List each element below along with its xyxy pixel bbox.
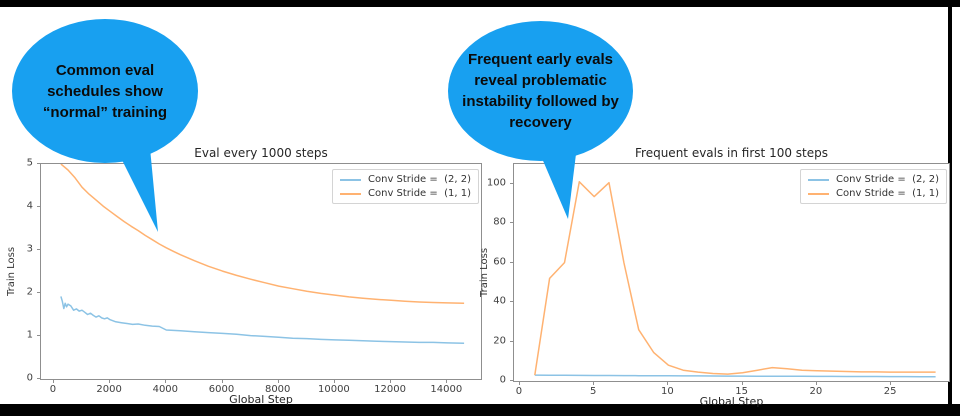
x-tick-mark: [277, 380, 279, 383]
legend-label: Conv Stride = (2, 2): [368, 174, 471, 185]
top-border-bar: [0, 0, 960, 7]
y-tick-label: 80: [493, 216, 506, 228]
y-tick-mark: [510, 340, 513, 342]
x-tick-label: 2000: [96, 384, 122, 395]
chart-eval-every-1000-steps: Eval every 1000 steps Train Loss Global …: [7, 146, 482, 406]
y-tick-label: 60: [493, 256, 506, 268]
y-tick-mark: [510, 380, 513, 381]
x-tick-label: 8000: [264, 384, 291, 395]
y-tick-mark: [37, 206, 40, 207]
legend-item: Conv Stride = (2, 2): [808, 174, 939, 185]
y-tick-label: 1: [26, 329, 33, 341]
y-tick-label: 100: [486, 177, 506, 189]
x-tick-label: 6000: [208, 384, 235, 395]
x-tick-mark: [165, 380, 167, 383]
x-axis-label: Global Step: [699, 395, 764, 408]
x-tick-label: 12000: [374, 384, 406, 395]
y-tick-label: 5: [26, 157, 33, 169]
x-tick-label: 0: [515, 386, 523, 397]
y-tick-label: 0: [499, 374, 506, 386]
x-tick-label: 15: [735, 386, 748, 397]
x-tick-mark: [390, 380, 392, 383]
legend: Conv Stride = (2, 2) Conv Stride = (1, 1…: [332, 169, 479, 204]
y-tick-label: 3: [26, 243, 33, 255]
y-tick-mark: [37, 378, 40, 379]
y-tick-label: 20: [493, 335, 506, 347]
y-tick-mark: [37, 163, 40, 164]
y-tick-mark: [37, 335, 40, 336]
y-tick-mark: [510, 301, 513, 303]
series-line-0: [534, 374, 936, 378]
y-tick-mark: [37, 249, 40, 250]
series-line-1: [534, 181, 936, 376]
bubble-text-line: “normal” training: [42, 103, 168, 121]
bottom-border-bar: [0, 404, 960, 416]
plot-canvas: [534, 181, 936, 378]
legend-line-swatch-orange: [808, 192, 829, 195]
x-tick-mark: [109, 380, 111, 383]
x-tick-mark: [890, 382, 892, 385]
y-tick-mark: [510, 222, 513, 224]
y-tick-mark: [510, 261, 513, 263]
legend-item: Conv Stride = (1, 1): [340, 188, 471, 199]
legend-label: Conv Stride = (1, 1): [368, 188, 471, 199]
y-tick-label: 0: [26, 372, 33, 384]
legend-line-swatch-blue: [808, 178, 829, 181]
x-tick-mark: [221, 380, 223, 383]
y-tick-label: 2: [26, 286, 33, 298]
series-line-0: [60, 296, 465, 345]
legend-line-swatch-orange: [340, 192, 361, 195]
x-tick-label: 10: [661, 386, 674, 397]
x-tick-label: 10000: [317, 384, 350, 395]
speech-bubble-right: Frequent early evals reveal problematic …: [448, 21, 633, 161]
legend: Conv Stride = (2, 2) Conv Stride = (1, 1…: [800, 169, 947, 204]
legend-label: Conv Stride = (1, 1): [836, 188, 939, 199]
legend-line-swatch-blue: [340, 178, 361, 181]
bubble-text-line: Common eval: [55, 61, 155, 79]
bubble-text-line: recovery: [509, 114, 572, 131]
y-tick-label: 4: [26, 200, 33, 212]
x-tick-label: 0: [49, 384, 57, 395]
bubble-text-line: schedules show: [47, 82, 163, 100]
right-border-bar: [948, 0, 952, 416]
y-tick-mark: [37, 292, 40, 293]
x-tick-label: 20: [809, 386, 823, 397]
x-tick-label: 5: [589, 386, 597, 397]
x-tick-mark: [446, 380, 448, 383]
x-tick-label: 14000: [430, 384, 463, 395]
x-tick-mark: [333, 380, 335, 383]
y-axis-label: Train Loss: [6, 246, 18, 297]
y-axis-label: Train Loss: [479, 247, 491, 298]
x-tick-label: 4000: [152, 384, 179, 395]
x-tick-label: 25: [883, 386, 897, 397]
plot-canvas: [60, 164, 465, 345]
chart-title: Eval every 1000 steps: [194, 146, 328, 160]
series-line-1: [60, 164, 465, 305]
x-tick-mark: [741, 382, 743, 385]
legend-item: Conv Stride = (1, 1): [808, 188, 939, 199]
y-tick-label: 40: [493, 295, 506, 307]
chart-title: Frequent evals in first 100 steps: [635, 146, 828, 160]
x-tick-mark: [593, 382, 595, 385]
x-tick-mark: [667, 382, 669, 385]
bubble-text-line: Frequent early evals: [467, 51, 614, 68]
x-axis-label: Global Step: [229, 393, 293, 406]
y-tick-mark: [510, 182, 513, 184]
bubble-tail-right: [538, 149, 576, 219]
x-tick-mark: [518, 382, 520, 385]
bubble-text-line: instability followed by: [462, 93, 619, 110]
legend-item: Conv Stride = (2, 2): [340, 174, 471, 185]
legend-label: Conv Stride = (2, 2): [836, 174, 939, 185]
bubble-tail-left: [118, 148, 158, 232]
x-tick-mark: [815, 382, 817, 385]
x-tick-mark: [52, 380, 54, 383]
chart-frequent-evals-first-100-steps: Frequent evals in first 100 steps Train …: [480, 146, 950, 408]
bubble-text-line: reveal problematic: [474, 72, 607, 89]
speech-bubble-left: Common eval schedules show “normal” trai…: [12, 19, 198, 163]
